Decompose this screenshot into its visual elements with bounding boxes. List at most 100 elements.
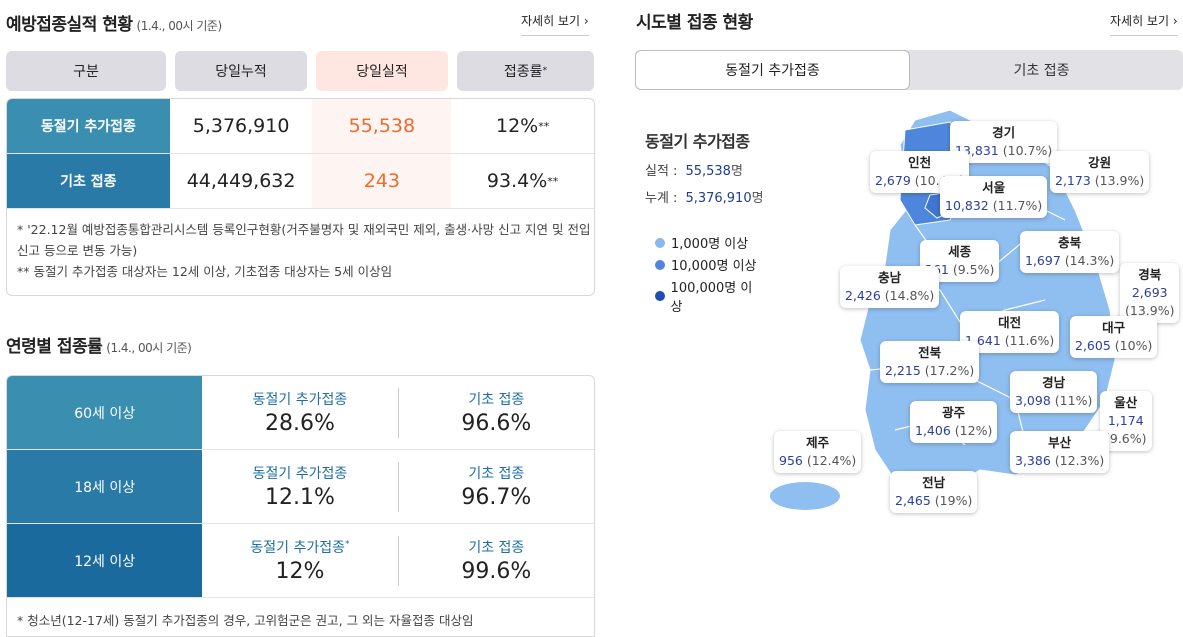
region-pct: (9.6%) [1105,431,1147,446]
booster-cell: 동절기 추가접종 12.1% [202,450,397,523]
region-label-jeonnam[interactable]: 전남 2,465 (19%) [890,471,978,513]
region-count: 2,465 [895,493,931,508]
total-label: 누계 : [645,191,678,206]
unit: 명 [751,191,764,206]
region-pct: (19%) [934,493,973,508]
booster-caption: 동절기 추가접종 [253,389,348,409]
table-row: 동절기 추가접종 5,376,910 55,538 12% ** [7,99,594,154]
region-count: 10,832 [945,198,989,213]
region-name: 전북 [918,345,942,360]
region-label-gangwon[interactable]: 강원 2,173 (13.9%) [1050,151,1150,193]
region-label-chungnam[interactable]: 충남 2,426 (14.8%) [840,266,940,308]
region-name: 대구 [1102,320,1126,335]
region-pct: (13.9%) [1094,173,1145,188]
section-title: 예방접종실적 현황 (1.4., 00시 기준) [6,10,222,35]
summary-title: 동절기 추가접종 [645,132,750,151]
booster-caption: 동절기 추가접종 [253,463,348,483]
map-legend: 1,000명 이상 10,000명 이상 100,000명 이상 [645,222,770,326]
age-label: 60세 이상 [7,376,203,449]
region-count: 1,174 [1107,413,1144,428]
basic-caption: 기초 접종 [468,392,525,408]
legend-item: 100,000명 이상 [655,277,760,315]
more-link[interactable]: 자세히 보기 › [521,12,589,36]
row-label: 기초 접종 [7,154,170,208]
region-name: 충북 [1058,235,1082,250]
booster-cell: 동절기 추가접종* 12% [202,524,397,597]
cumulative-value: 5,376,910 [192,115,290,137]
legend-label: 1,000명 이상 [671,237,749,252]
region-pct: (11.7%) [992,198,1043,213]
region-label-jeonbuk[interactable]: 전북 2,215 (17.2%) [880,341,980,383]
region-name: 제주 [806,435,830,450]
legend-item: 1,000명 이상 [655,233,760,252]
asterisk-mark: * [542,66,548,76]
legend-label: 100,000명 이상 [670,281,753,315]
table-row: 18세 이상 동절기 추가접종 12.1% 기초 접종 96.7% [7,450,594,524]
legend-dot-mid [655,259,665,270]
legend-dot-light [655,237,665,248]
region-label-seoul[interactable]: 서울 10,832 (11.7%) [940,176,1048,218]
age-rate-table: 60세 이상 동절기 추가접종 28.6% 기초 접종 96.6% 18세 이상… [6,375,595,637]
unit: 명 [730,164,743,179]
region-count: 2,693 [1131,285,1168,300]
daily-value: 243 [312,154,452,208]
divider [397,387,399,438]
region-label-jeju[interactable]: 제주 956 (12.4%) [774,431,862,473]
region-pct: (11%) [1054,393,1093,408]
region-name: 강원 [1088,155,1112,170]
region-label-gwangju[interactable]: 광주 1,406 (12%) [910,401,998,443]
rate-value: 12% ** [451,99,594,153]
region-name: 경북 [1138,267,1162,282]
note-line: * '22.12월 예방접종통합관리시스템 등록인구현황(거주불명자 및 재외국… [17,222,591,258]
region-label-chungbuk[interactable]: 충북 1,697 (14.3%) [1020,231,1120,273]
header-cumulative: 당일누적 [175,51,307,91]
region-count: 2,679 [875,173,911,188]
region-name: 경남 [1042,375,1066,390]
age-note: * 청소년(12-17세) 동절기 추가접종의 경우, 고위험군은 권고, 그 … [17,613,474,628]
title-subtitle: (1.4., 00시 기준) [136,19,223,33]
caption-mark: * [345,539,350,550]
header-rate-label: 접종률 [503,64,543,80]
row-label: 동절기 추가접종 [7,99,170,153]
basic-rate: 96.6% [461,411,532,436]
perf-label: 실적 : [645,164,678,179]
region-label-gyeongnam[interactable]: 경남 3,098 (11%) [1010,371,1098,413]
tab-booster[interactable]: 동절기 추가접종 [635,50,910,90]
regional-title: 시도별 접종 현황 [636,13,753,33]
perf-value: 55,538 [685,164,731,179]
basic-caption: 기초 접종 [468,466,525,482]
region-pct: (10.7%) [1002,143,1053,158]
region-label-busan[interactable]: 부산 3,386 (12.3%) [1010,431,1110,473]
booster-caption: 동절기 추가접종* [250,537,349,557]
region-label-gyeongbuk[interactable]: 경북 2,693 (13.9%) [1120,263,1180,323]
rate-value: 93.4% ** [451,154,594,208]
region-name: 부산 [1048,435,1072,450]
vaccination-performance-panel: 예방접종실적 현황 (1.4., 00시 기준) 자세히 보기 › 구분 당일누적… [6,10,595,637]
cumulative-value: 44,449,632 [186,170,296,192]
region-pct: (11.6%) [1004,333,1055,348]
perf-row: 실적 : 55,538명 [645,160,764,179]
region-label-daegu[interactable]: 대구 2,605 (10%) [1070,316,1158,358]
caption-text: 동절기 추가접종 [252,466,348,482]
region-name: 울산 [1114,395,1138,410]
region-count: 956 [779,453,803,468]
regional-more-link[interactable]: 자세히 보기 › [1110,12,1178,36]
tab-basic[interactable]: 기초 접종 [900,50,1183,90]
region-pct: (9.5%) [952,262,995,277]
header-category: 구분 [6,51,166,91]
table-row: 12세 이상 동절기 추가접종* 12% 기초 접종 99.6% [7,524,594,598]
region-count: 1,697 [1025,253,1061,268]
region-name: 인천 [908,155,932,170]
basic-rate: 99.6% [461,559,532,584]
basic-cell: 기초 접종 96.6% [399,376,594,449]
basic-cell: 기초 접종 99.6% [399,524,594,597]
region-pct: (14.3%) [1064,253,1115,268]
region-pct: (14.8%) [884,288,935,303]
region-count: 3,098 [1015,393,1051,408]
summary-info: 동절기 추가접종 실적 :55,538명 누계 :5,376,910명 [645,128,764,206]
region-count: 2,173 [1055,173,1091,188]
daily-value: 55,538 [312,99,452,153]
divider [397,461,399,512]
table-row: 기초 접종 44,449,632 243 93.4% ** [7,154,594,209]
age-label: 18세 이상 [7,450,203,523]
